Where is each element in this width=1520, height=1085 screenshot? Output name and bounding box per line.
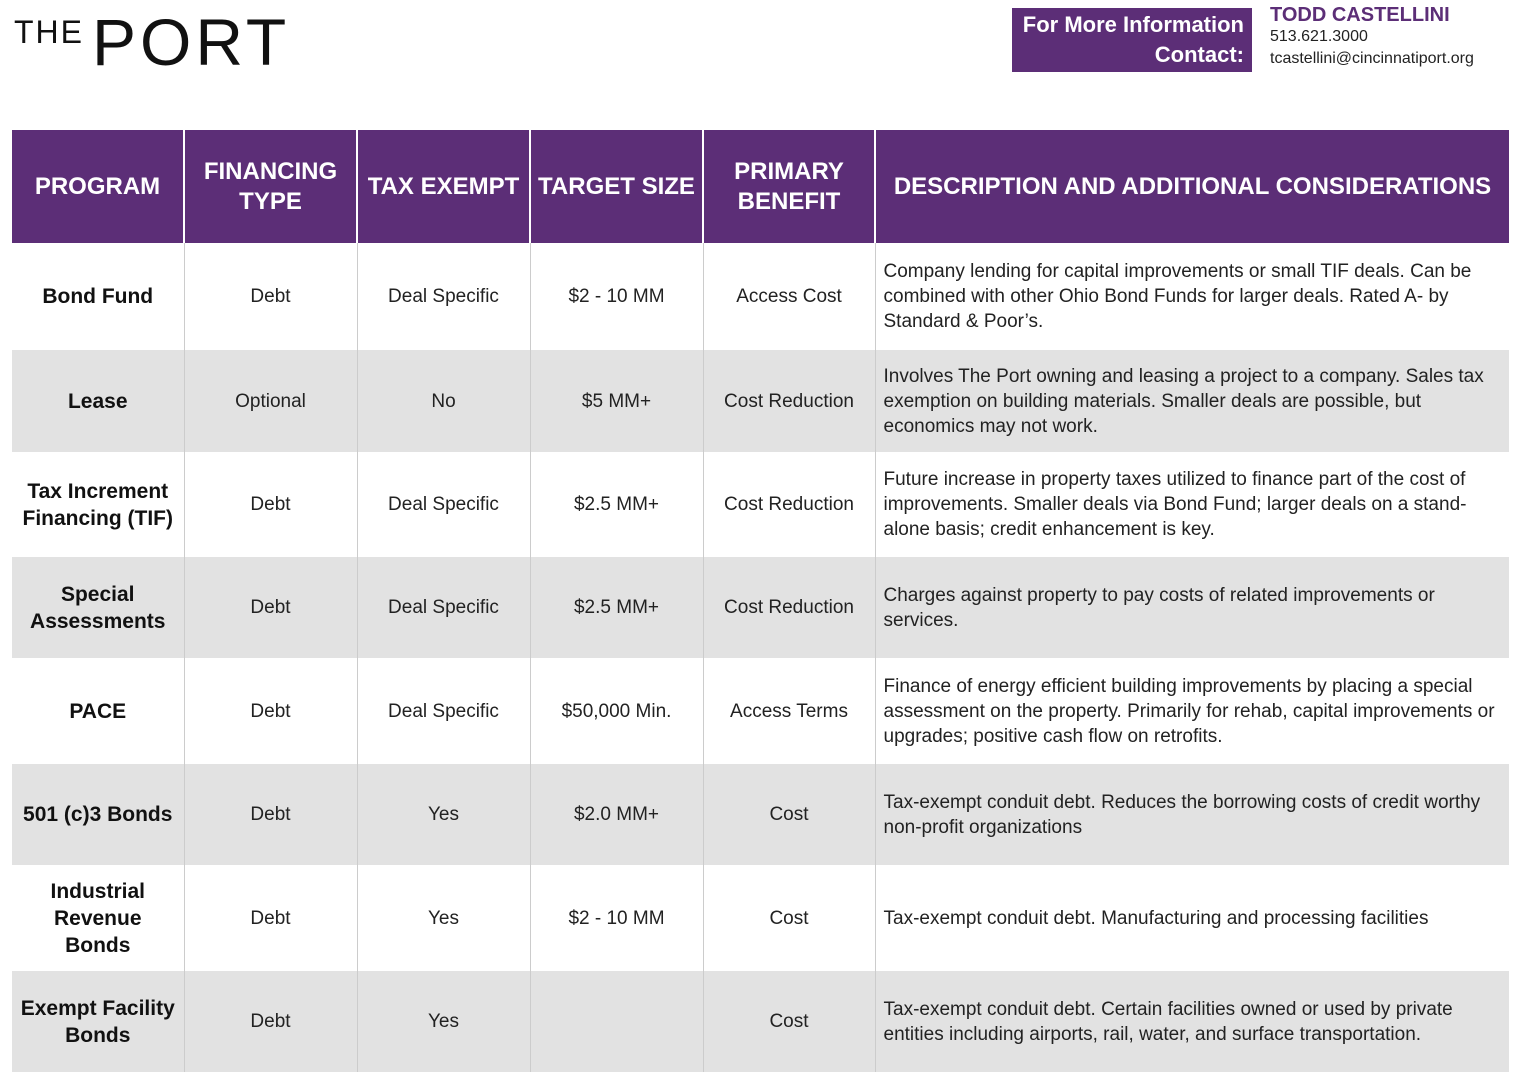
table-body: Bond Fund Debt Deal Specific $2 - 10 MM Acce… — [12, 243, 1509, 1072]
table-cell: Cost — [702, 971, 875, 1072]
table-cell: Special Assessments — [12, 557, 184, 658]
table-cell: Finance of energy efficient building imp… — [874, 658, 1509, 764]
table-row: Special Assessments Debt Deal Specific $2.5… — [12, 557, 1509, 658]
table-cell: Debt — [183, 243, 357, 350]
column-header: TAX EXEMPT — [356, 130, 530, 243]
table-cell: $5 MM+ — [529, 350, 703, 452]
table-cell: Tax-exempt conduit debt. Manufacturing a… — [874, 865, 1509, 971]
table-row: Bond Fund Debt Deal Specific $2 - 10 MM Acce… — [12, 243, 1509, 350]
table-cell: Cost Reduction — [702, 350, 875, 452]
column-header: PROGRAM — [12, 130, 184, 243]
table-cell: Industrial Revenue Bonds — [50, 879, 145, 957]
logo-small: THE — [14, 14, 84, 50]
table-cell: Yes — [356, 971, 530, 1072]
contact-label: For More Information Contact: — [1012, 8, 1252, 72]
table-cell: Deal Specific — [356, 243, 530, 350]
table-cell: $50,000 Min. — [529, 658, 703, 764]
table-cell: No — [356, 350, 530, 452]
table-row: Exempt Facility Bonds Debt Yes Cost Tax-exem… — [12, 971, 1509, 1072]
table-cell: $2.0 MM+ — [529, 764, 703, 865]
table-cell: Cost Reduction — [702, 452, 875, 557]
contact-name: TODD CASTELLINI — [1270, 4, 1450, 26]
table-cell: $2.5 MM+ — [529, 452, 703, 557]
table-cell: Access Cost — [702, 243, 875, 350]
table-cell: Deal Specific — [356, 452, 530, 557]
table-cell: Debt — [183, 557, 357, 658]
logo-large: PORT — [92, 5, 291, 79]
table-row: Industrial Revenue Bonds Debt Yes $2 - 10 M… — [12, 865, 1509, 971]
table-cell: Future increase in property taxes utiliz… — [874, 452, 1509, 557]
table-cell: Cost Reduction — [702, 557, 875, 658]
table-cell: Exempt Facility Bonds — [12, 971, 184, 1072]
table-cell: Yes — [356, 865, 530, 971]
table-cell: $2 - 10 MM — [529, 243, 703, 350]
table-cell: 501 (c)3 Bonds — [12, 764, 184, 865]
table-cell: $2 - 10 MM — [529, 865, 703, 971]
table-cell: Access Terms — [702, 658, 875, 764]
contact-phone: 513.621.3000 — [1270, 28, 1368, 45]
table-cell: Debt — [183, 452, 357, 557]
table-cell: Lease — [12, 350, 184, 452]
table-cell: Optional — [183, 350, 357, 452]
table-cell: Tax-exempt conduit debt. Reduces the bor… — [874, 764, 1509, 865]
table-cell: Involves The Port owning and leasing a p… — [874, 350, 1509, 452]
table-cell: Debt — [183, 764, 357, 865]
table-cell: Debt — [183, 971, 357, 1072]
table-cell: Deal Specific — [356, 658, 530, 764]
table-row: PACE Debt Deal Specific $50,000 Min. Access … — [12, 658, 1509, 764]
table-cell: Tax-exempt conduit debt. Certain facilit… — [874, 971, 1509, 1072]
table-row: Tax Increment Financing (TIF) Debt Deal Sp… — [12, 452, 1509, 557]
table-cell: PACE — [69, 699, 127, 723]
table-cell: Charges against property to pay costs of… — [874, 557, 1509, 658]
table-cell: Debt — [183, 865, 357, 971]
table-cell — [529, 971, 703, 1072]
table-cell: Cost — [702, 865, 875, 971]
table-cell: Deal Specific — [356, 557, 530, 658]
column-header: PRIMARY BENEFIT — [702, 130, 875, 243]
table-cell: Bond Fund — [42, 285, 154, 308]
column-header: TARGET SIZE — [529, 130, 703, 243]
table-cell: Yes — [356, 764, 530, 865]
table-cell: Company lending for capital improvements… — [874, 243, 1509, 350]
table-row: Lease Optional No $5 MM+ Cost Reduction Invol… — [12, 350, 1509, 452]
column-header: FINANCING TYPE — [183, 130, 357, 243]
table-cell: Tax Increment Financing (TIF) — [22, 479, 173, 530]
header-row: PROGRAM FINANCING TYPE TAX EXEMPT TARGET SI… — [12, 130, 1509, 243]
column-header: DESCRIPTION AND ADDITIONAL CONSIDERATION… — [874, 130, 1509, 243]
table-row: 501 (c)3 Bonds Debt Yes $2.0 MM+ Cost Tax-exe… — [12, 764, 1509, 865]
table-cell: Cost — [702, 764, 875, 865]
contact-email: tcastellini@cincinnatiport.org — [1270, 50, 1474, 67]
programs-table: PROGRAM FINANCING TYPE TAX EXEMPT TARGET SI… — [12, 130, 1509, 1072]
table-cell: Debt — [183, 658, 357, 764]
table-cell: $2.5 MM+ — [529, 557, 703, 658]
